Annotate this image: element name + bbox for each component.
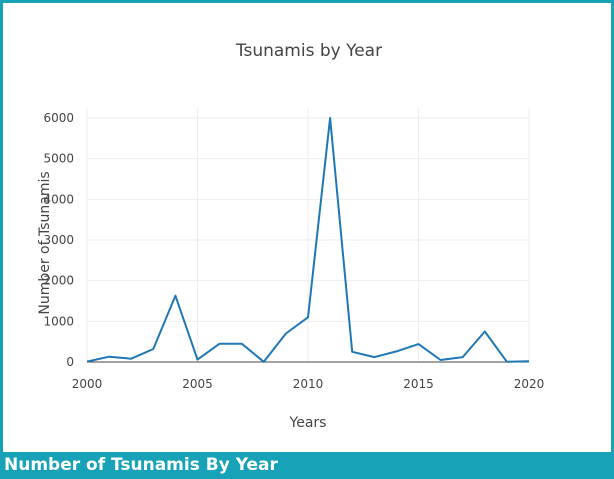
x-tick-label: 2005	[182, 377, 213, 391]
axes: 0 1000 2000 3000 4000 5000 6000 2000 2005 2010 201…	[43, 111, 544, 391]
data-point	[439, 358, 443, 362]
y-tick-label: 2000	[43, 274, 74, 288]
data-point	[218, 342, 222, 346]
data-point	[262, 360, 266, 364]
y-tick-label: 5000	[43, 152, 74, 166]
data-point	[284, 332, 288, 336]
data-point	[483, 330, 487, 334]
x-tick-label: 2000	[72, 377, 103, 391]
y-tick-label: 4000	[43, 192, 74, 206]
x-tick-label: 2010	[293, 377, 324, 391]
series-line	[86, 117, 530, 363]
data-point	[417, 342, 421, 346]
data-point	[129, 357, 133, 361]
data-point	[527, 359, 531, 363]
footer-title: Number of Tsunamis By Year	[0, 452, 614, 479]
x-tick-label: 2020	[514, 377, 545, 391]
grid-lines	[86, 108, 530, 362]
data-point	[306, 315, 310, 319]
series-layer	[85, 116, 531, 364]
y-tick-label: 6000	[43, 111, 74, 125]
data-point	[173, 294, 177, 298]
line-chart: Tsunamis by Year 0 1000 2000 3000 4000 5000 60…	[37, 41, 544, 431]
x-axis-label: Years	[289, 415, 327, 431]
data-point	[196, 358, 200, 362]
y-tick-label: 0	[66, 355, 74, 369]
y-tick-label: 3000	[43, 233, 74, 247]
data-point	[372, 355, 376, 359]
data-point	[85, 360, 89, 364]
data-point	[505, 360, 509, 364]
chart-title: Tsunamis by Year	[235, 41, 382, 61]
data-point	[107, 355, 111, 359]
y-axis-label: Number of Tsunamis	[37, 171, 53, 314]
data-point	[151, 347, 155, 351]
data-point	[461, 355, 465, 359]
x-tick-label: 2015	[403, 377, 434, 391]
y-tick-label: 1000	[43, 314, 74, 328]
chart-container: Tsunamis by Year 0 1000 2000 3000 4000 5000 60…	[6, 6, 614, 455]
data-point	[394, 349, 398, 353]
data-point	[328, 116, 332, 120]
data-point	[350, 350, 354, 354]
data-point	[240, 342, 244, 346]
